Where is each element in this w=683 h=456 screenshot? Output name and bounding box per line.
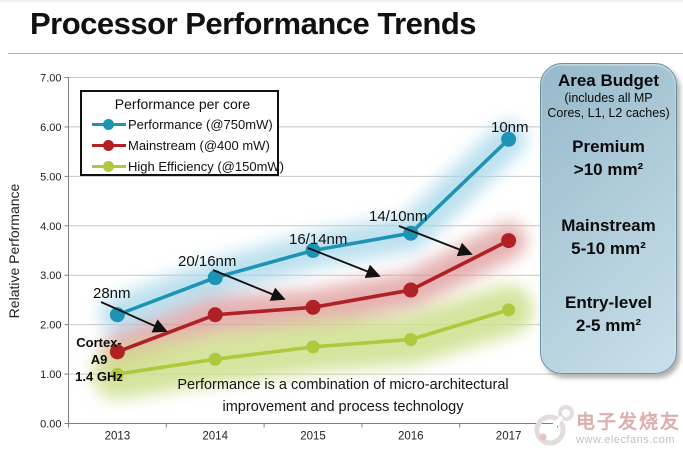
area-budget-subtitle-line2: Cores, L1, L2 caches) xyxy=(547,106,670,120)
chart-caption: Performance is a combination of micro-ar… xyxy=(170,374,516,418)
legend-item: High Efficiency (@150mW) xyxy=(82,156,284,177)
data-point-marker xyxy=(502,303,516,317)
y-tick-label: 2.00 xyxy=(40,320,61,332)
legend-item-label: Mainstream (@400 mW) xyxy=(128,138,270,153)
y-tick-label: 1.00 xyxy=(40,369,61,381)
legend-item: Mainstream (@400 mW) xyxy=(82,135,277,156)
legend-item-label: Performance (@750mW) xyxy=(128,117,273,132)
cortex-a9-label: Cortex-A9 1.4 GHz xyxy=(68,334,130,385)
title-divider xyxy=(8,53,683,54)
elecfans-watermark: 电子发烧友 www.elecfans.com xyxy=(530,402,681,450)
y-tick-label: 3.00 xyxy=(40,270,61,282)
x-tick-label: 2017 xyxy=(496,431,522,443)
data-point-marker xyxy=(403,282,419,298)
annotation-arrow xyxy=(307,247,381,279)
y-tick-label: 0.00 xyxy=(40,419,61,431)
watermark-site-name: 电子发烧友 xyxy=(575,411,681,433)
tier-premium: Premium >10 mm² xyxy=(541,135,676,181)
data-point-marker xyxy=(305,299,321,315)
y-tick-label: 7.00 xyxy=(40,73,61,85)
annotation-label: 16/14nm xyxy=(289,231,347,248)
legend-marker-icon xyxy=(92,161,126,172)
caption-line2: improvement and process technology xyxy=(222,399,464,415)
data-point-marker xyxy=(404,332,418,346)
tier-premium-range: >10 mm² xyxy=(573,160,644,179)
legend-items: Performance (@750mW) Mainstream (@400 mW)… xyxy=(82,114,284,177)
annotation-label: 28nm xyxy=(93,285,131,302)
data-point-marker xyxy=(207,307,223,323)
legend-marker-icon xyxy=(92,140,126,151)
annotation-label: 14/10nm xyxy=(369,208,427,225)
page-title: Processor Performance Trends xyxy=(30,6,477,41)
area-budget-subtitle-line1: (includes all MP xyxy=(564,91,653,105)
y-tick-label: 4.00 xyxy=(40,221,61,233)
area-budget-panel: Area Budget (includes all MP Cores, L1, … xyxy=(540,63,677,374)
chart-legend: Performance per core Performance (@750mW… xyxy=(80,90,284,177)
x-tick-label: 2013 xyxy=(105,431,131,443)
legend-title: Performance per core xyxy=(114,96,251,112)
tier-mainstream-range: 5-10 mm² xyxy=(571,239,646,258)
tier-entry-level-name: Entry-level xyxy=(565,293,652,312)
legend-item: Performance (@750mW) xyxy=(82,114,277,135)
y-tick-label: 5.00 xyxy=(40,171,61,183)
annotation-arrow xyxy=(212,269,286,301)
legend-item-label: High Efficiency (@150mW) xyxy=(128,159,284,174)
legend-marker-icon xyxy=(92,119,126,130)
annotation-label: 10nm xyxy=(491,119,529,136)
tier-mainstream: Mainstream 5-10 mm² xyxy=(541,214,676,260)
elecfans-logo-icon xyxy=(534,405,574,446)
y-tick-label: 6.00 xyxy=(40,122,61,134)
data-point-marker xyxy=(501,233,517,249)
cortex-a9-label-line1: Cortex-A9 xyxy=(76,335,122,367)
cortex-a9-label-line2: 1.4 GHz xyxy=(75,369,123,384)
tier-premium-name: Premium xyxy=(572,137,645,156)
annotation-label: 20/16nm xyxy=(178,253,236,270)
data-point-marker xyxy=(109,344,125,360)
data-point-marker xyxy=(208,352,222,366)
data-point-marker xyxy=(110,367,124,381)
area-budget-title: Area Budget xyxy=(557,71,660,90)
x-tick-label: 2014 xyxy=(202,431,228,443)
tier-entry-level-range: 2-5 mm² xyxy=(575,316,642,335)
watermark-site-url: www.elecfans.com xyxy=(575,433,676,446)
y-axis-title: Relative Performance xyxy=(6,183,22,319)
tier-entry-level: Entry-level 2-5 mm² xyxy=(541,291,676,337)
x-tick-label: 2016 xyxy=(398,431,424,443)
x-tick-label: 2015 xyxy=(300,431,326,443)
annotation-arrow xyxy=(100,301,168,333)
data-point-marker xyxy=(306,340,320,354)
annotation-arrow xyxy=(398,225,473,257)
tier-mainstream-name: Mainstream xyxy=(561,216,656,235)
caption-line1: Performance is a combination of micro-ar… xyxy=(177,377,509,393)
data-point-marker xyxy=(501,131,517,147)
